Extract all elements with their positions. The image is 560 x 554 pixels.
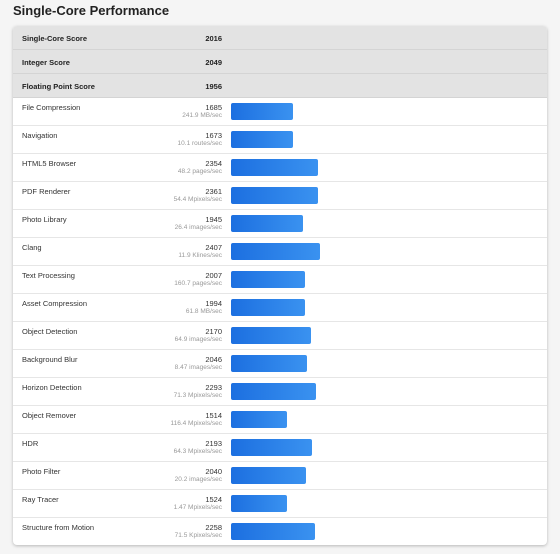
benchmark-rate: 64.3 Mpixels/sec: [173, 448, 222, 455]
benchmark-score: 1945: [205, 215, 222, 224]
results-card: Single-Core Score 2016 Integer Score 2049 Fl…: [13, 26, 547, 545]
benchmark-score: 1524: [205, 495, 222, 504]
benchmark-row: File Compression 1685 241.9 MB/sec: [13, 98, 547, 126]
benchmark-rate: 54.4 Mpixels/sec: [173, 196, 222, 203]
score-bar: [231, 243, 321, 260]
score-bar: [231, 355, 307, 372]
benchmark-row: PDF Renderer 2361 54.4 Mpixels/sec: [13, 182, 547, 210]
score-bar: [231, 383, 316, 400]
benchmark-score: 2361: [205, 187, 222, 196]
benchmark-rate: 1.47 Mpixels/sec: [173, 504, 222, 511]
summary-label: Single-Core Score: [22, 34, 88, 43]
score-bar: [231, 159, 319, 176]
score-bar: [231, 215, 303, 232]
benchmark-score: 2040: [205, 467, 222, 476]
benchmark-name: Asset Compression: [22, 299, 88, 308]
benchmark-rate: 160.7 pages/sec: [174, 280, 222, 287]
benchmark-row: Text Processing 2007 160.7 pages/sec: [13, 266, 547, 294]
benchmark-name: Structure from Motion: [22, 523, 95, 532]
benchmark-score: 2293: [205, 383, 222, 392]
benchmark-score: 2007: [205, 271, 222, 280]
benchmark-score: 2407: [205, 243, 222, 252]
benchmark-score: 1685: [205, 103, 222, 112]
benchmark-rate: 48.2 pages/sec: [177, 168, 222, 175]
benchmark-row: Photo Library 1945 26.4 images/sec: [13, 210, 547, 238]
score-bar: [231, 131, 293, 148]
benchmark-name: Photo Library: [22, 215, 67, 224]
benchmark-score: 1673: [205, 131, 222, 140]
benchmark-score: 2258: [205, 523, 222, 532]
benchmark-row: Structure from Motion 2258 71.5 Kpixels/se…: [13, 518, 547, 545]
score-bar: [231, 271, 306, 288]
benchmark-name: File Compression: [22, 103, 81, 112]
benchmark-score: 2354: [205, 159, 222, 168]
benchmark-rate: 241.9 MB/sec: [182, 112, 222, 119]
score-bar: [231, 299, 305, 316]
benchmark-name: Object Detection: [22, 327, 78, 336]
benchmark-rate: 10.1 routes/sec: [177, 140, 222, 147]
benchmark-score: 2046: [205, 355, 222, 364]
score-bar: [231, 187, 319, 204]
summary-label: Integer Score: [22, 58, 70, 67]
benchmark-score: 2170: [205, 327, 222, 336]
benchmark-rate: 61.8 MB/sec: [185, 308, 222, 315]
score-bar: [231, 103, 294, 120]
benchmark-rate: 26.4 images/sec: [174, 224, 222, 231]
benchmark-row: Object Detection 2170 64.9 images/sec: [13, 322, 547, 350]
benchmark-row: Object Remover 1514 116.4 Mpixels/sec: [13, 406, 547, 434]
benchmark-name: Ray Tracer: [22, 495, 59, 504]
benchmark-name: Navigation: [22, 131, 58, 140]
summary-row: Floating Point Score 1956: [13, 74, 547, 98]
score-bar: [231, 495, 288, 512]
benchmark-name: Horizon Detection: [22, 383, 82, 392]
benchmark-rate: 64.9 images/sec: [174, 336, 222, 343]
benchmark-name: Clang: [22, 243, 42, 252]
benchmark-row: Background Blur 2046 8.47 images/sec: [13, 350, 547, 378]
benchmark-score: 1994: [205, 299, 222, 308]
benchmark-rate: 11.9 Klines/sec: [178, 252, 222, 259]
benchmark-rate: 116.4 Mpixels/sec: [170, 420, 222, 427]
benchmark-name: Text Processing: [22, 271, 75, 280]
benchmark-row: Photo Filter 2040 20.2 images/sec: [13, 462, 547, 490]
benchmark-name: PDF Renderer: [22, 187, 71, 196]
benchmark-row: Horizon Detection 2293 71.3 Mpixels/sec: [13, 378, 547, 406]
summary-score: 2049: [205, 58, 222, 67]
page-title: Single-Core Performance: [13, 3, 170, 18]
score-bar: [231, 411, 288, 428]
benchmark-row: Asset Compression 1994 61.8 MB/sec: [13, 294, 547, 322]
benchmark-score: 2193: [205, 439, 222, 448]
benchmark-score: 1514: [205, 411, 222, 420]
score-bar: [231, 523, 315, 540]
benchmark-rate: 8.47 images/sec: [174, 364, 222, 371]
benchmark-rate: 71.3 Mpixels/sec: [173, 392, 222, 399]
benchmark-name: Photo Filter: [22, 467, 61, 476]
summary-score: 1956: [205, 82, 222, 91]
summary-score: 2016: [205, 34, 222, 43]
summary-label: Floating Point Score: [22, 82, 95, 91]
score-bar: [231, 467, 307, 484]
benchmark-row: Navigation 1673 10.1 routes/sec: [13, 126, 547, 154]
benchmark-name: Background Blur: [22, 355, 78, 364]
benchmark-rate: 20.2 images/sec: [174, 476, 222, 483]
benchmark-name: HDR: [22, 439, 39, 448]
benchmark-name: HTML5 Browser: [22, 159, 77, 168]
summary-row: Single-Core Score 2016: [13, 26, 547, 50]
benchmark-row: Ray Tracer 1524 1.47 Mpixels/sec: [13, 490, 547, 518]
score-bar: [231, 439, 313, 456]
benchmark-row: HDR 2193 64.3 Mpixels/sec: [13, 434, 547, 462]
score-bar: [231, 327, 312, 344]
benchmark-rate: 71.5 Kpixels/sec: [174, 532, 222, 539]
benchmark-name: Object Remover: [22, 411, 77, 420]
summary-row: Integer Score 2049: [13, 50, 547, 74]
benchmark-row: Clang 2407 11.9 Klines/sec: [13, 238, 547, 266]
benchmark-row: HTML5 Browser 2354 48.2 pages/sec: [13, 154, 547, 182]
